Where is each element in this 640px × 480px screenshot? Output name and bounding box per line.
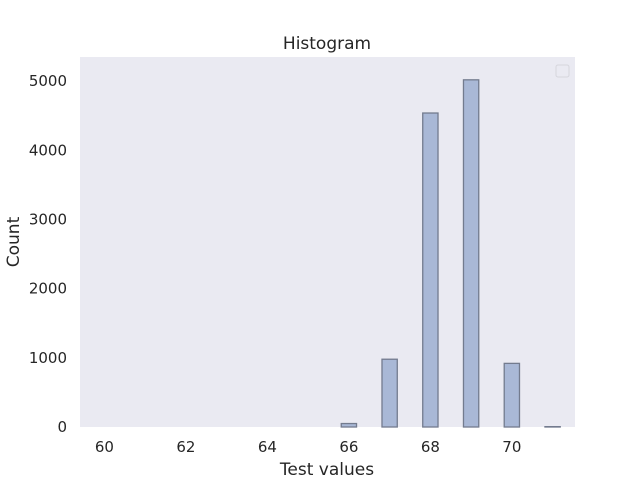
x-tick-label: 66 [339, 438, 358, 456]
y-axis-label: Count [4, 216, 24, 267]
histogram-bar [422, 112, 439, 428]
y-tick-label: 5000 [29, 72, 67, 90]
x-tick-labels: 60 62 64 66 68 70 [95, 438, 522, 456]
histogram-bar [381, 358, 398, 428]
y-tick-labels: 0 1000 2000 3000 4000 5000 [29, 72, 67, 436]
y-tick-label: 4000 [29, 141, 67, 159]
x-tick-label: 64 [258, 438, 277, 456]
histogram-bar [462, 79, 480, 428]
x-tick-label: 70 [502, 438, 521, 456]
chart-title: Histogram [283, 34, 371, 54]
x-tick-label: 62 [176, 438, 195, 456]
histogram-bar [503, 362, 521, 428]
x-axis-label: Test values [279, 460, 374, 480]
y-tick-label: 2000 [29, 280, 67, 298]
legend-box [555, 64, 570, 78]
histogram-bar [340, 422, 358, 428]
plot-area [80, 57, 575, 427]
y-tick-label: 3000 [29, 211, 67, 229]
bars-group [340, 79, 561, 428]
x-tick-label: 60 [95, 438, 114, 456]
x-tick-label: 68 [421, 438, 440, 456]
y-tick-label: 1000 [29, 349, 67, 367]
y-tick-label: 0 [57, 418, 67, 436]
